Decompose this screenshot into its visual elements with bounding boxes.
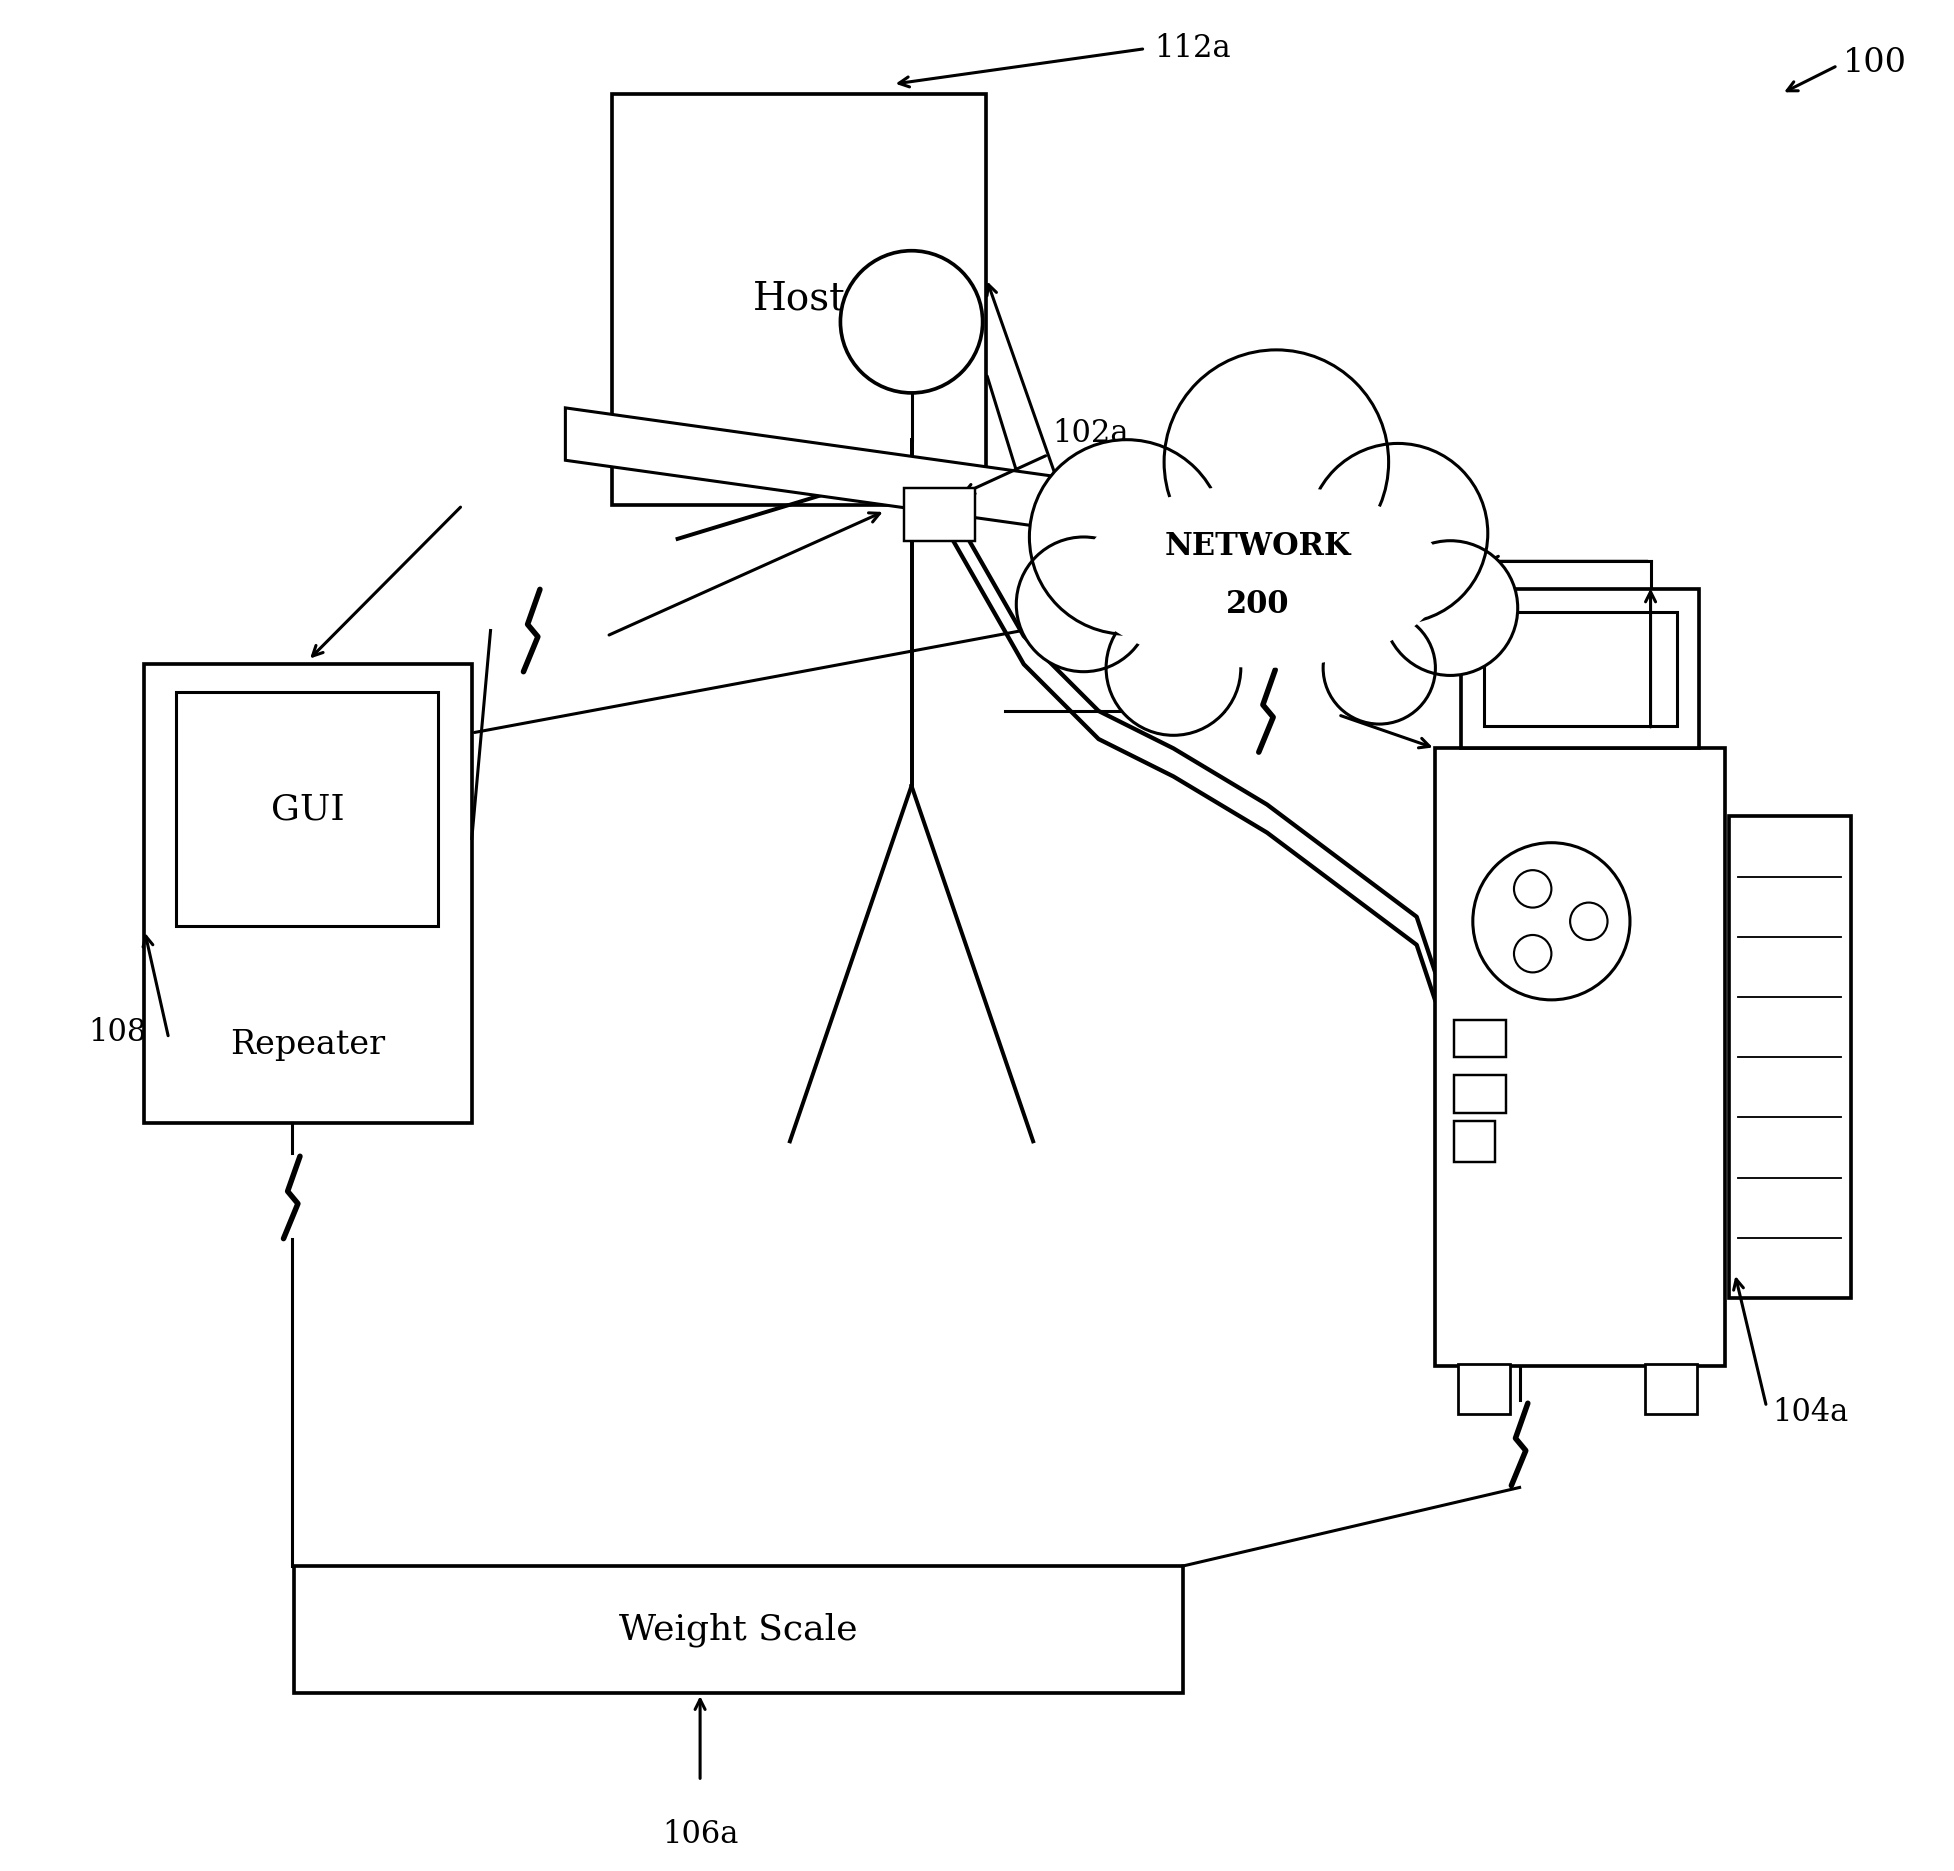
Text: Repeater: Repeater: [231, 1029, 385, 1061]
Text: 200: 200: [1225, 589, 1290, 619]
Bar: [1454, 1020, 1507, 1057]
Bar: [1483, 612, 1677, 726]
Bar: [1454, 1076, 1507, 1113]
Text: GUI: GUI: [272, 791, 346, 827]
Text: 102a: 102a: [1051, 417, 1127, 449]
Circle shape: [1571, 902, 1608, 939]
Text: 106a: 106a: [662, 1819, 739, 1850]
Text: 108: 108: [88, 1018, 147, 1048]
Ellipse shape: [1043, 458, 1491, 702]
Circle shape: [1106, 601, 1241, 735]
Bar: [145, 664, 471, 1123]
Bar: [1462, 589, 1700, 748]
Bar: [612, 94, 987, 505]
Bar: [295, 1566, 1182, 1693]
Circle shape: [1165, 350, 1389, 574]
Circle shape: [1016, 537, 1151, 672]
Circle shape: [840, 251, 983, 393]
Ellipse shape: [1071, 486, 1444, 674]
Bar: [176, 692, 438, 926]
Bar: [1436, 748, 1725, 1366]
Text: Host: Host: [752, 281, 846, 318]
Circle shape: [1473, 842, 1630, 999]
Circle shape: [1514, 870, 1551, 907]
Bar: [1729, 816, 1850, 1298]
Text: NETWORK: NETWORK: [1165, 531, 1350, 561]
Circle shape: [1514, 936, 1551, 973]
Bar: [905, 488, 975, 541]
Text: 100: 100: [1843, 47, 1907, 79]
Bar: [1458, 1364, 1510, 1414]
Circle shape: [1307, 443, 1487, 623]
Circle shape: [1383, 541, 1518, 675]
Ellipse shape: [1079, 485, 1444, 668]
Text: 104a: 104a: [1772, 1398, 1848, 1428]
Text: Weight Scale: Weight Scale: [619, 1613, 858, 1646]
Circle shape: [1030, 440, 1223, 634]
Polygon shape: [565, 408, 1313, 565]
Bar: [1454, 1121, 1495, 1162]
Bar: [1645, 1364, 1698, 1414]
Circle shape: [1323, 612, 1436, 724]
Text: 112a: 112a: [1155, 34, 1231, 64]
